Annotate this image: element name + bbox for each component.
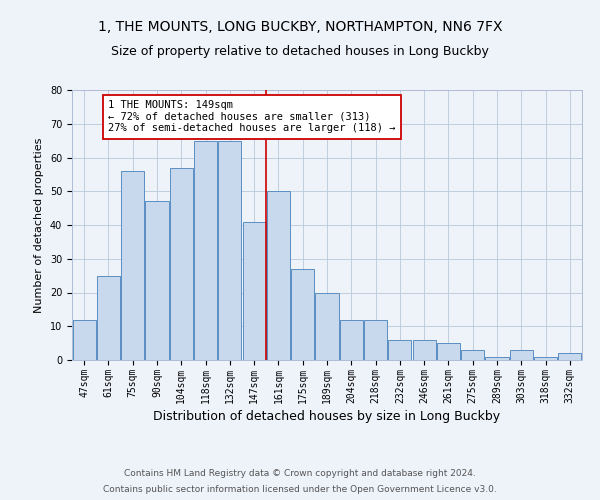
Bar <box>340 320 363 360</box>
Y-axis label: Number of detached properties: Number of detached properties <box>34 138 44 312</box>
Text: 1, THE MOUNTS, LONG BUCKBY, NORTHAMPTON, NN6 7FX: 1, THE MOUNTS, LONG BUCKBY, NORTHAMPTON,… <box>98 20 502 34</box>
Text: Contains public sector information licensed under the Open Government Licence v3: Contains public sector information licen… <box>103 485 497 494</box>
Bar <box>413 340 436 360</box>
Bar <box>534 356 557 360</box>
Bar <box>485 356 509 360</box>
Bar <box>388 340 412 360</box>
Bar <box>364 320 387 360</box>
Bar <box>291 269 314 360</box>
X-axis label: Distribution of detached houses by size in Long Buckby: Distribution of detached houses by size … <box>154 410 500 423</box>
Bar <box>121 171 144 360</box>
Bar <box>437 343 460 360</box>
Bar <box>559 353 581 360</box>
Bar <box>170 168 193 360</box>
Bar <box>145 202 169 360</box>
Bar <box>242 222 266 360</box>
Bar <box>267 191 290 360</box>
Bar <box>73 320 95 360</box>
Text: Size of property relative to detached houses in Long Buckby: Size of property relative to detached ho… <box>111 45 489 58</box>
Text: 1 THE MOUNTS: 149sqm
← 72% of detached houses are smaller (313)
27% of semi-deta: 1 THE MOUNTS: 149sqm ← 72% of detached h… <box>109 100 396 134</box>
Bar <box>218 140 241 360</box>
Bar <box>510 350 533 360</box>
Bar <box>461 350 484 360</box>
Bar <box>97 276 120 360</box>
Bar <box>316 292 338 360</box>
Bar <box>194 140 217 360</box>
Text: Contains HM Land Registry data © Crown copyright and database right 2024.: Contains HM Land Registry data © Crown c… <box>124 468 476 477</box>
